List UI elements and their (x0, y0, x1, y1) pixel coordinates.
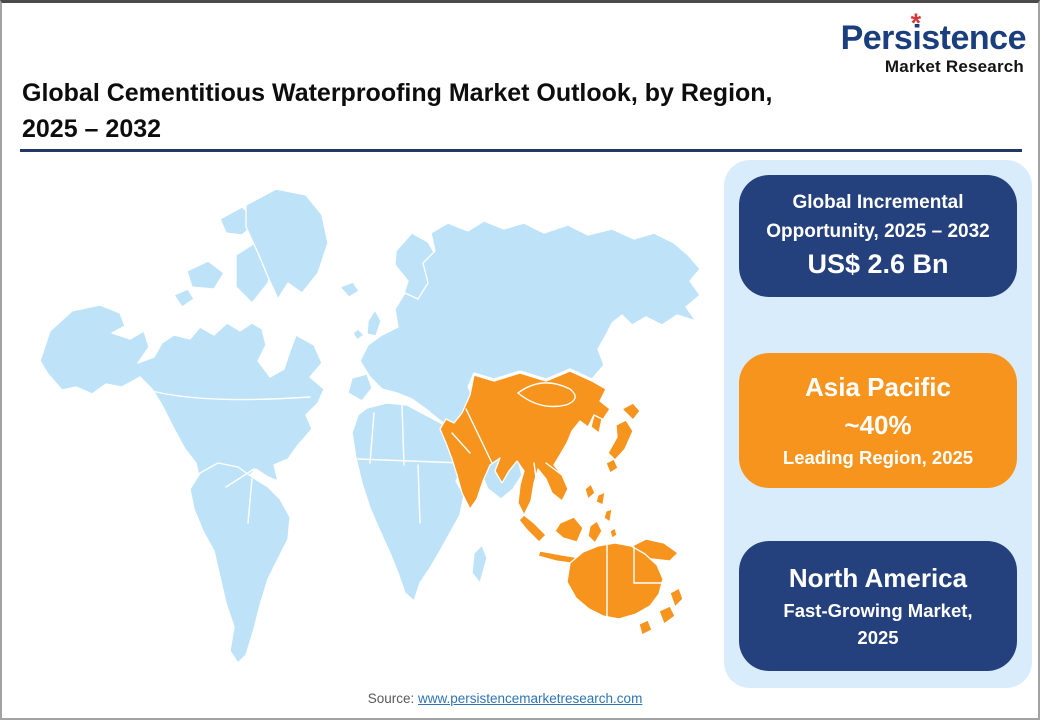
map-highlight-asia-pacific (439, 370, 684, 636)
card3-title: North America (788, 563, 968, 594)
source-label: Source: (367, 691, 415, 706)
logo-star-icon: * (910, 8, 922, 38)
card1-line2: Opportunity, 2025 – 2032 (766, 220, 990, 242)
source-line: Source: www.persistencemarketresearch.co… (2, 691, 1008, 706)
world-map (39, 188, 701, 664)
card-north-america: North America Fast-Growing Market, 2025 (739, 541, 1017, 671)
card1-line1: Global Incremental (792, 192, 964, 214)
card3-caption1: Fast-Growing Market, (783, 600, 973, 622)
logo-brand-text: Persistence * (840, 8, 1027, 57)
page-title: Global Cementitious Waterproofing Market… (22, 75, 942, 148)
card-asia-pacific: Asia Pacific ~40% Leading Region, 2025 (739, 353, 1017, 488)
page-title-line1: Global Cementitious Waterproofing Market… (22, 79, 773, 107)
card3-caption2: 2025 (857, 626, 899, 648)
page-title-line2: 2025 – 2032 (22, 115, 162, 144)
card2-value: ~40% (844, 410, 912, 441)
map-land-greenland (245, 188, 329, 300)
map-land-africa (351, 402, 471, 602)
card1-value: US$ 2.6 Bn (807, 249, 949, 280)
title-underline (20, 149, 1022, 152)
map-highlight-borders (451, 382, 664, 617)
map-land-south-america (189, 462, 291, 664)
map-land-north-america (39, 304, 325, 554)
source-link[interactable]: www.persistencemarketresearch.com (417, 691, 643, 706)
stats-panel: Global Incremental Opportunity, 2025 – 2… (724, 160, 1032, 688)
logo-tagline: Market Research (884, 57, 1024, 76)
pmr-logo: Persistence * Market Research (840, 8, 1027, 76)
card-global-incremental-opportunity: Global Incremental Opportunity, 2025 – 2… (739, 175, 1017, 297)
card2-title: Asia Pacific (805, 372, 951, 403)
map-land-australia (566, 542, 664, 620)
map-land-base (39, 188, 701, 664)
card2-caption: Leading Region, 2025 (782, 446, 974, 468)
